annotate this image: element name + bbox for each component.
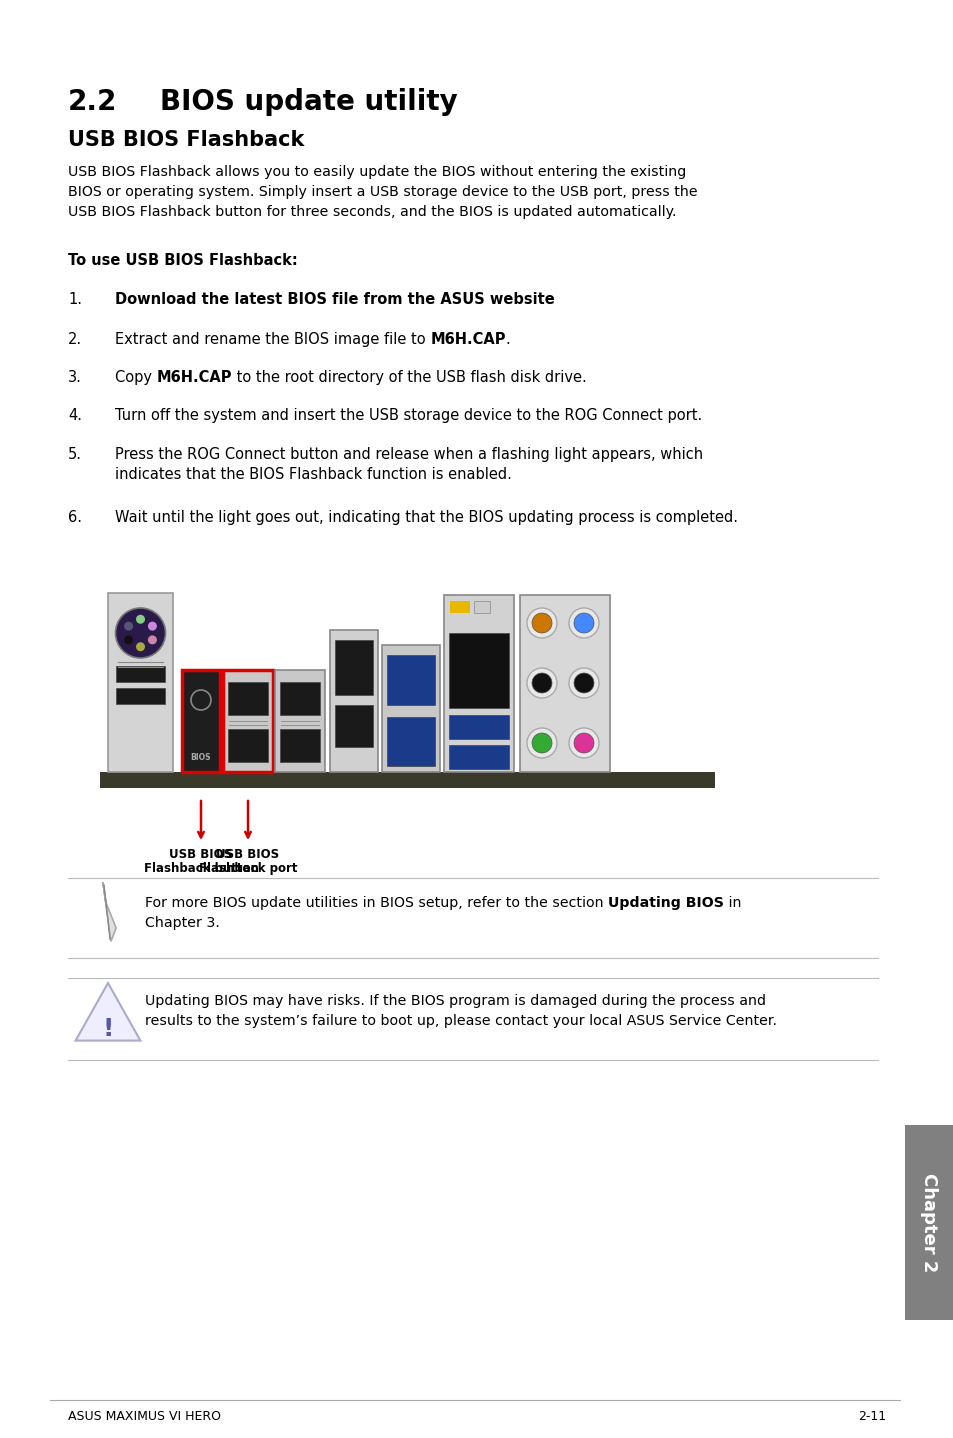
Text: in: in bbox=[723, 896, 740, 910]
Bar bbox=[330, 630, 377, 772]
Circle shape bbox=[532, 733, 552, 754]
Text: Chapter 3.: Chapter 3. bbox=[145, 916, 219, 930]
Circle shape bbox=[568, 728, 598, 758]
Bar bbox=[387, 654, 435, 705]
Bar bbox=[116, 666, 165, 682]
Circle shape bbox=[574, 613, 594, 633]
Text: M6H.CAP: M6H.CAP bbox=[156, 370, 232, 385]
Circle shape bbox=[115, 608, 165, 659]
Text: To use USB BIOS Flashback:: To use USB BIOS Flashback: bbox=[68, 253, 297, 267]
Circle shape bbox=[574, 673, 594, 693]
Text: USB BIOS: USB BIOS bbox=[170, 848, 233, 861]
Bar bbox=[449, 715, 509, 739]
Bar bbox=[904, 1125, 953, 1320]
Bar bbox=[108, 592, 172, 772]
Bar bbox=[223, 670, 273, 772]
Bar bbox=[228, 682, 268, 715]
Bar bbox=[443, 595, 514, 772]
Text: USB BIOS Flashback allows you to easily update the BIOS without entering the exi: USB BIOS Flashback allows you to easily … bbox=[68, 165, 697, 219]
Text: Download the latest BIOS file from the ASUS website: Download the latest BIOS file from the A… bbox=[115, 292, 554, 306]
Text: to the root directory of the USB flash disk drive.: to the root directory of the USB flash d… bbox=[232, 370, 586, 385]
Circle shape bbox=[148, 636, 156, 644]
Text: USB BIOS: USB BIOS bbox=[216, 848, 279, 861]
Bar bbox=[280, 682, 319, 715]
Bar bbox=[116, 687, 165, 705]
Text: !: ! bbox=[102, 1017, 113, 1041]
Text: 4.: 4. bbox=[68, 408, 82, 423]
Text: 2.: 2. bbox=[68, 332, 82, 347]
Circle shape bbox=[574, 733, 594, 754]
Text: BIOS: BIOS bbox=[191, 754, 211, 762]
Bar bbox=[182, 670, 220, 772]
Text: indicates that the BIOS Flashback function is enabled.: indicates that the BIOS Flashback functi… bbox=[115, 467, 512, 482]
Bar bbox=[381, 646, 439, 772]
Bar bbox=[228, 729, 268, 762]
Circle shape bbox=[136, 615, 145, 624]
Circle shape bbox=[136, 643, 145, 651]
Bar bbox=[474, 601, 490, 613]
Text: 2-11: 2-11 bbox=[857, 1411, 885, 1424]
Bar bbox=[387, 716, 435, 766]
Circle shape bbox=[148, 621, 156, 631]
Bar bbox=[449, 745, 509, 769]
Circle shape bbox=[532, 673, 552, 693]
Circle shape bbox=[526, 608, 557, 638]
Text: For more BIOS update utilities in BIOS setup, refer to the section: For more BIOS update utilities in BIOS s… bbox=[145, 896, 607, 910]
Text: ASUS MAXIMUS VI HERO: ASUS MAXIMUS VI HERO bbox=[68, 1411, 221, 1424]
Text: Press the ROG Connect button and release when a flashing light appears, which: Press the ROG Connect button and release… bbox=[115, 447, 702, 462]
Bar bbox=[274, 670, 325, 772]
Circle shape bbox=[124, 636, 133, 644]
Circle shape bbox=[124, 621, 133, 631]
Polygon shape bbox=[103, 883, 116, 940]
Bar bbox=[519, 595, 609, 772]
Circle shape bbox=[526, 669, 557, 697]
Circle shape bbox=[568, 669, 598, 697]
Text: 2.2: 2.2 bbox=[68, 88, 117, 116]
Text: M6H.CAP: M6H.CAP bbox=[430, 332, 505, 347]
Text: 1.: 1. bbox=[68, 292, 82, 306]
Bar bbox=[449, 633, 509, 707]
Text: 3.: 3. bbox=[68, 370, 82, 385]
Bar bbox=[100, 772, 714, 788]
Bar bbox=[450, 601, 470, 613]
Text: Flashback port: Flashback port bbox=[198, 861, 297, 874]
Text: 5.: 5. bbox=[68, 447, 82, 462]
Text: Updating BIOS: Updating BIOS bbox=[607, 896, 723, 910]
Text: Wait until the light goes out, indicating that the BIOS updating process is comp: Wait until the light goes out, indicatin… bbox=[115, 510, 738, 525]
Text: Flashback button: Flashback button bbox=[143, 861, 258, 874]
Circle shape bbox=[526, 728, 557, 758]
Circle shape bbox=[532, 613, 552, 633]
Bar bbox=[280, 729, 319, 762]
Text: Chapter 2: Chapter 2 bbox=[920, 1173, 938, 1273]
Text: Copy: Copy bbox=[115, 370, 156, 385]
Text: Turn off the system and insert the USB storage device to the ROG Connect port.: Turn off the system and insert the USB s… bbox=[115, 408, 701, 423]
Bar bbox=[100, 590, 714, 788]
Bar bbox=[335, 705, 373, 746]
Text: USB BIOS Flashback: USB BIOS Flashback bbox=[68, 129, 304, 150]
Bar bbox=[335, 640, 373, 695]
Text: Extract and rename the BIOS image file to: Extract and rename the BIOS image file t… bbox=[115, 332, 430, 347]
Circle shape bbox=[568, 608, 598, 638]
Text: 6.: 6. bbox=[68, 510, 82, 525]
Text: BIOS update utility: BIOS update utility bbox=[160, 88, 457, 116]
Polygon shape bbox=[75, 984, 140, 1041]
Text: Updating BIOS may have risks. If the BIOS program is damaged during the process : Updating BIOS may have risks. If the BIO… bbox=[145, 994, 776, 1028]
Text: .: . bbox=[505, 332, 510, 347]
